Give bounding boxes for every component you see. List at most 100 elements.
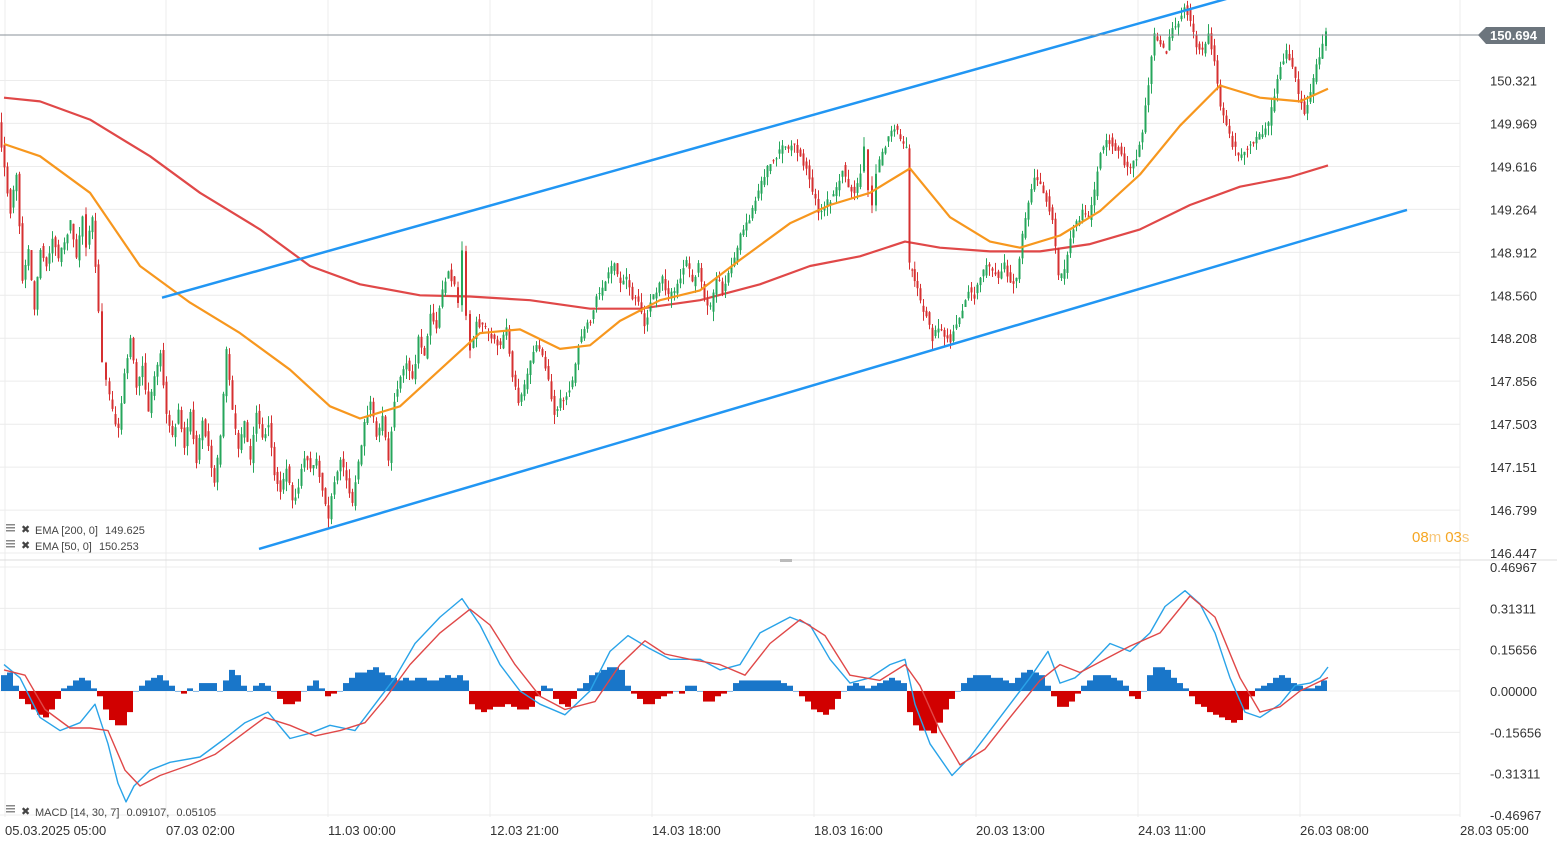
candle-body bbox=[742, 229, 745, 236]
candle-body bbox=[625, 276, 628, 280]
legend-close-icon[interactable]: ✖ bbox=[21, 524, 30, 536]
candle-body bbox=[520, 394, 523, 402]
candle-body bbox=[979, 277, 982, 286]
candle-body bbox=[628, 280, 631, 288]
macd-histogram-bar bbox=[319, 688, 325, 691]
macd-histogram-bar bbox=[1093, 675, 1099, 691]
legend-macd[interactable]: ✖ MACD [14, 30, 7] 0.09107, 0.05105 bbox=[6, 805, 216, 819]
candle-body bbox=[884, 147, 887, 154]
macd-histogram-bar bbox=[13, 685, 19, 691]
candle-body bbox=[1051, 207, 1054, 221]
candle-body bbox=[517, 387, 520, 404]
timer-minutes: 08 bbox=[1412, 529, 1429, 546]
candle-body bbox=[604, 281, 607, 291]
legend-menu-icon[interactable] bbox=[6, 540, 15, 548]
macd-histogram-bar bbox=[919, 691, 925, 731]
macd-tick-label: 0.31311 bbox=[1490, 601, 1536, 616]
macd-histogram-bar bbox=[187, 688, 193, 691]
macd-histogram-bar bbox=[1111, 677, 1117, 691]
candle-body bbox=[1246, 148, 1249, 150]
candle-body bbox=[1150, 56, 1153, 84]
macd-legend-label: MACD [14, 30, 7] bbox=[35, 807, 119, 819]
candle-body bbox=[490, 334, 493, 339]
candle-body bbox=[523, 384, 526, 397]
macd-histogram-bar bbox=[751, 680, 757, 691]
macd-histogram-bar bbox=[1213, 691, 1219, 715]
macd-histogram-bar bbox=[193, 691, 199, 692]
macd-histogram-bar bbox=[1201, 691, 1207, 707]
candle-body bbox=[1129, 167, 1132, 169]
candle-body bbox=[66, 234, 69, 244]
candle-body bbox=[994, 272, 997, 275]
legend-ema50[interactable]: ✖ EMA [50, 0] 150.253 bbox=[6, 540, 139, 553]
legend-ema200[interactable]: ✖ EMA [200, 0] 149.625 bbox=[6, 524, 145, 537]
macd-legend-value: 0.09107 bbox=[126, 807, 166, 819]
candle-body bbox=[1012, 281, 1015, 284]
candle-body bbox=[703, 284, 706, 298]
legend-menu-icon[interactable] bbox=[6, 805, 15, 813]
candle-body bbox=[108, 381, 111, 395]
candle-body bbox=[1243, 151, 1246, 156]
candle-body bbox=[1216, 60, 1219, 84]
candle-body bbox=[465, 251, 467, 316]
candle-body bbox=[1162, 43, 1165, 48]
macd-histogram-bar bbox=[523, 691, 529, 710]
candle-body bbox=[832, 194, 835, 197]
candle-body bbox=[1120, 146, 1123, 155]
macd-histogram-bar bbox=[799, 691, 805, 697]
candle-body bbox=[499, 341, 502, 346]
candle-body bbox=[1132, 160, 1135, 169]
candle-body bbox=[748, 220, 751, 224]
pane-resize-handle[interactable] bbox=[780, 559, 792, 562]
legend-menu-icon[interactable] bbox=[6, 524, 15, 532]
candle-body bbox=[30, 250, 33, 281]
price-tick-label: 148.912 bbox=[1490, 245, 1537, 260]
macd-histogram-bar bbox=[1123, 685, 1129, 691]
candle-body bbox=[568, 390, 571, 393]
macd-histogram-bar bbox=[1171, 677, 1177, 691]
price-tick-label: 147.151 bbox=[1490, 460, 1537, 475]
candle-body bbox=[57, 244, 60, 259]
macd-histogram-bar bbox=[133, 691, 139, 692]
candle-body bbox=[1141, 132, 1144, 143]
macd-histogram-bar bbox=[1099, 675, 1105, 691]
macd-histogram-bar bbox=[601, 669, 607, 691]
candle-body bbox=[484, 325, 487, 327]
macd-histogram-bar bbox=[289, 691, 295, 705]
candle-body bbox=[94, 220, 97, 267]
candle-body bbox=[934, 330, 937, 336]
macd-histogram-bar bbox=[91, 688, 97, 691]
macd-histogram-bar bbox=[421, 677, 427, 691]
candle-body bbox=[853, 186, 856, 194]
candle-body bbox=[878, 159, 881, 173]
candle-body bbox=[1123, 153, 1126, 166]
candle-body bbox=[905, 146, 908, 148]
candle-body bbox=[607, 272, 610, 279]
macd-histogram-bar bbox=[175, 691, 181, 692]
legend-close-icon[interactable]: ✖ bbox=[21, 540, 30, 552]
macd-histogram-bar bbox=[127, 691, 133, 713]
macd-histogram-bar bbox=[337, 691, 343, 692]
candle-body bbox=[213, 468, 216, 483]
macd-histogram-bar bbox=[883, 680, 889, 691]
macd-histogram-bar bbox=[709, 691, 715, 702]
candle-body bbox=[841, 170, 844, 177]
macd-histogram-bar bbox=[73, 680, 79, 691]
legend-close-icon[interactable]: ✖ bbox=[21, 806, 30, 818]
candle-body bbox=[766, 165, 769, 178]
macd-histogram-bar bbox=[367, 669, 373, 691]
macd-histogram-bar bbox=[697, 691, 703, 692]
candle-body bbox=[802, 153, 805, 166]
candle-body bbox=[619, 277, 622, 284]
time-tick-label: 14.03 18:00 bbox=[652, 823, 721, 838]
candle-body bbox=[135, 362, 138, 388]
macd-histogram-bar bbox=[1189, 691, 1195, 697]
candle-body bbox=[228, 354, 231, 380]
candle-body bbox=[598, 292, 601, 294]
candle-body bbox=[697, 263, 700, 273]
trend-channel[interactable] bbox=[161, 0, 1408, 551]
macd-histogram-bar bbox=[115, 691, 121, 726]
candle-body bbox=[396, 389, 399, 397]
